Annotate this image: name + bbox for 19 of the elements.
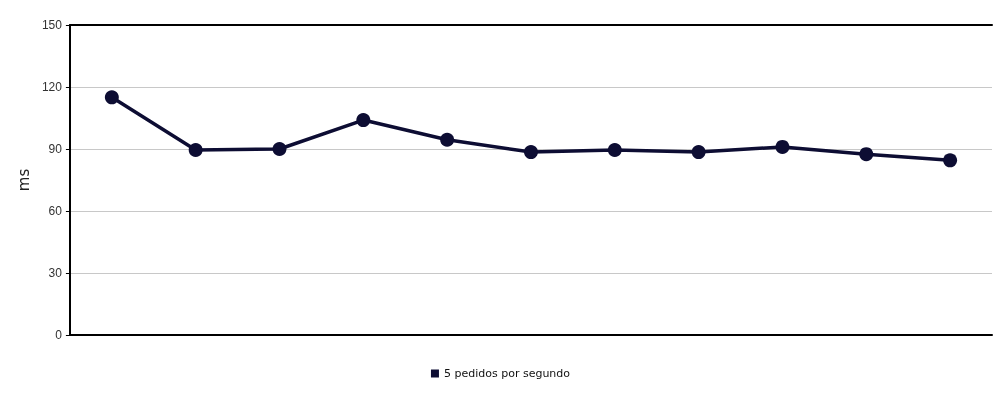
y-tick-label: 0 <box>55 328 63 342</box>
point <box>691 145 706 160</box>
point <box>523 145 538 160</box>
point <box>943 153 958 168</box>
y-axis-title: ms <box>14 168 33 192</box>
point <box>356 113 371 128</box>
y-tick-label: 60 <box>48 204 63 218</box>
point <box>607 143 622 158</box>
point <box>440 132 455 147</box>
y-tick-label: 150 <box>41 18 63 32</box>
y-tick-label: 120 <box>41 80 63 94</box>
legend-label: 5 pedidos por segundo <box>443 367 571 380</box>
y-tick-label: 30 <box>48 266 63 280</box>
point <box>188 143 203 158</box>
point <box>859 147 874 162</box>
point <box>104 90 119 105</box>
point <box>272 142 287 156</box>
y-tick-label: 90 <box>48 142 63 156</box>
point <box>775 139 790 154</box>
